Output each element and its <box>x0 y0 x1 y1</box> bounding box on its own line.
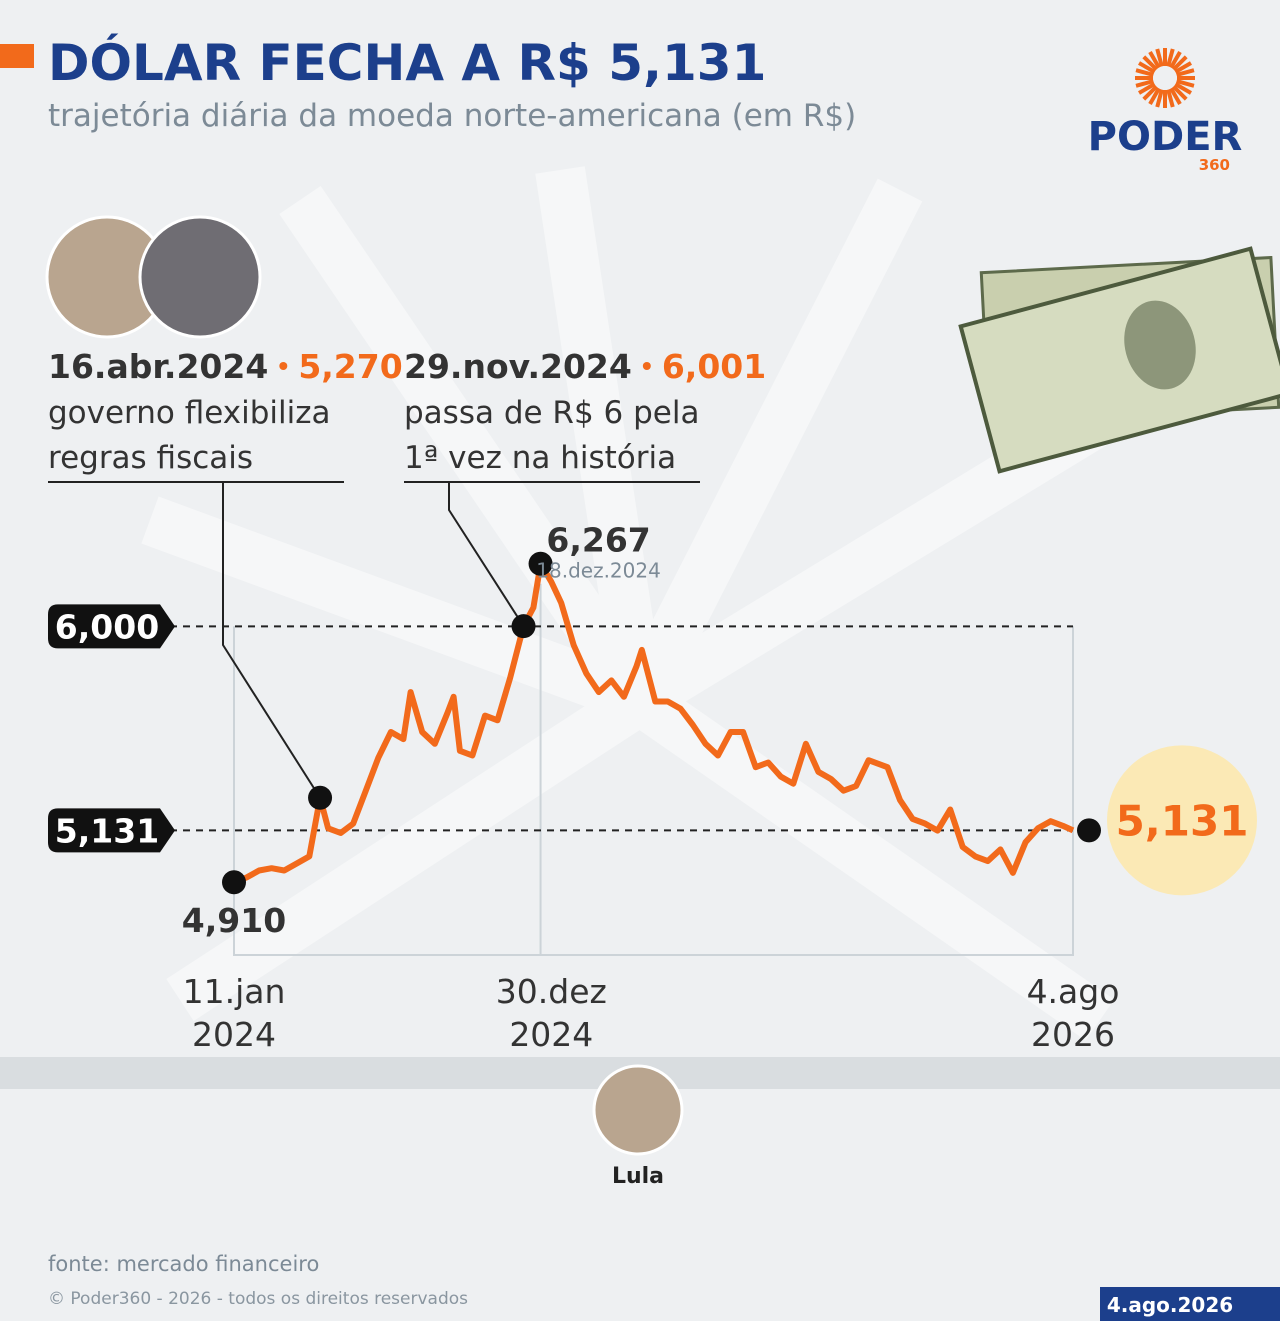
logo-ray <box>1142 55 1158 71</box>
annotation-leader <box>448 482 525 627</box>
logo-ray <box>1166 48 1175 67</box>
logo-ray <box>1142 85 1158 101</box>
x-tick-label: 30.dez 2024 <box>495 972 607 1054</box>
peak-value: 6,267 <box>546 521 650 560</box>
plot-frame <box>233 626 1074 956</box>
logo-ray <box>1138 61 1156 74</box>
logo-ray <box>1176 68 1195 77</box>
annotation-text: 1ª vez na história <box>404 440 676 476</box>
point <box>511 614 536 639</box>
logo-ray <box>1155 89 1164 108</box>
annotation-value: 6,001 <box>662 347 766 386</box>
title: DÓLAR FECHA A R$ 5,131 <box>48 33 766 92</box>
start-value: 4,910 <box>182 901 286 940</box>
reference-label: 5,131 <box>55 811 159 850</box>
annotation-bullet <box>642 362 651 370</box>
point <box>308 785 333 810</box>
source: fonte: mercado financeiro <box>48 1252 319 1276</box>
reference-label-box <box>48 808 175 853</box>
peak-date: 18.dez.2024 <box>536 559 661 583</box>
x-tick-label: 11.jan 2024 <box>182 972 286 1054</box>
logo-ray <box>1172 55 1188 71</box>
logo-ray <box>1155 48 1164 67</box>
logo-ray <box>1148 87 1161 105</box>
x-tick-label: 4.ago 2026 <box>1026 972 1120 1054</box>
subtitle: trajetória diária da moeda norte-america… <box>48 98 856 134</box>
background-rays <box>141 166 1115 1041</box>
logo-name: PODER <box>1088 114 1243 160</box>
annotation-text: governo flexibiliza <box>48 395 331 431</box>
logo-ray <box>1169 51 1182 69</box>
data-line <box>232 560 1075 886</box>
logo-ray <box>1172 85 1188 101</box>
point <box>528 551 553 576</box>
logo-ray <box>1148 51 1161 69</box>
logo-ray <box>1174 61 1192 74</box>
lula-portrait <box>592 1064 684 1156</box>
logo-ray <box>1138 82 1156 95</box>
date-box <box>1100 1287 1280 1321</box>
logo-ray <box>1174 82 1192 95</box>
reference-label-box <box>48 604 175 649</box>
dollar-bills <box>958 246 1280 474</box>
annotation-text: passa de R$ 6 pela <box>404 395 699 431</box>
logo-ray <box>1135 68 1154 77</box>
logo: PODER 360 <box>1088 48 1243 174</box>
annotation-date: 16.abr.2024 <box>48 347 268 386</box>
date: 4.ago.2026 <box>1107 1293 1233 1317</box>
logo-ray <box>1169 87 1182 105</box>
logo-suffix: 360 <box>1199 156 1230 174</box>
logo-ray <box>1176 79 1195 88</box>
point <box>222 870 246 895</box>
annotation-leader <box>222 482 321 799</box>
annotation-value: 5,270 <box>298 347 402 386</box>
annotation-date: 29.nov.2024 <box>404 347 632 386</box>
copyright: © Poder360 - 2026 - todos os direitos re… <box>48 1289 468 1309</box>
logo-ray <box>1166 89 1175 108</box>
title-marker <box>0 44 34 68</box>
logo-ray <box>1135 79 1154 88</box>
reference-label: 6,000 <box>55 607 159 646</box>
end-highlight <box>1107 745 1257 896</box>
annotation-text: regras fiscais <box>48 440 253 476</box>
portraits <box>45 215 262 339</box>
end-value: 5,131 <box>1116 796 1249 845</box>
point <box>1077 818 1101 843</box>
period-label: Lula <box>612 1164 664 1189</box>
annotation-bullet <box>279 362 288 370</box>
